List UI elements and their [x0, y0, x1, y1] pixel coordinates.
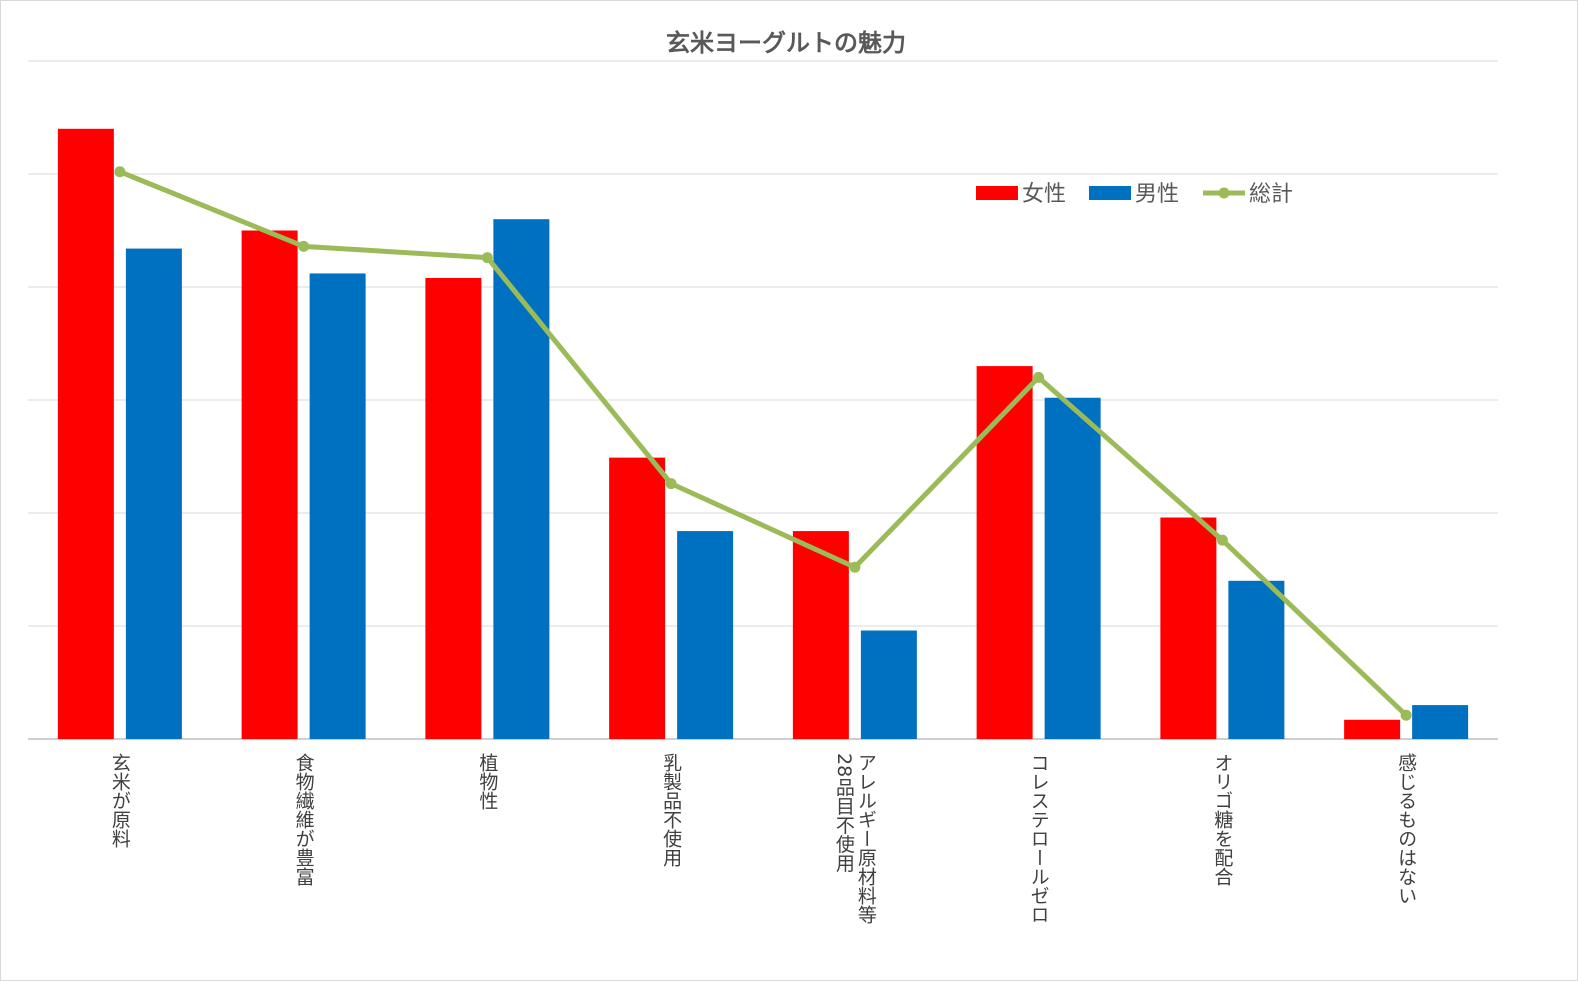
category-label-4-line-0: アレルギー原材料等	[855, 753, 877, 924]
bar-男性-2	[493, 219, 550, 739]
chart-title: 玄米ヨーグルトの魅力	[666, 29, 906, 57]
bar-女性-7	[1344, 719, 1401, 739]
legend-item-女性: 女性	[976, 182, 1066, 207]
category-label-2-line-0: 植物性	[476, 753, 498, 810]
category-label-3-line-0: 乳製品不使用	[660, 753, 682, 867]
point-総計-7	[1400, 709, 1412, 721]
category-label-2: 植物性	[476, 753, 498, 810]
point-総計-2	[481, 252, 493, 264]
legend: 女性 男性 総計	[976, 182, 1293, 207]
bar-女性-1	[241, 230, 298, 739]
bar-女性-4	[792, 531, 849, 739]
point-総計-5	[1033, 371, 1045, 383]
category-label-7-line-0: 感じるものはない	[1395, 753, 1417, 905]
legend-marker-総計	[1218, 187, 1230, 199]
point-総計-3	[665, 478, 677, 490]
category-label-3: 乳製品不使用	[660, 753, 682, 867]
legend-item-総計: 総計	[1203, 182, 1293, 207]
line-総計	[118, 169, 1408, 718]
bar-女性-2	[425, 277, 482, 739]
point-総計-6	[1216, 534, 1228, 546]
category-label-4-line-1: 28品目不使用	[833, 753, 855, 872]
bar-女性-6	[1160, 517, 1217, 739]
legend-label-総計: 総計	[1249, 182, 1293, 207]
point-総計-1	[298, 240, 310, 252]
bar-男性-3	[677, 531, 734, 739]
bar-女性-0	[57, 128, 114, 740]
bar-男性-1	[309, 273, 366, 739]
bar-女性-3	[609, 457, 666, 739]
bar-男性-5	[1044, 397, 1101, 739]
legend-label-男性: 男性	[1135, 182, 1179, 207]
category-label-7: 感じるものはない	[1395, 753, 1417, 905]
category-label-1-line-0: 食物繊維が豊富	[293, 753, 315, 886]
point-総計-0	[114, 166, 126, 178]
category-label-0: 玄米が原料	[109, 753, 131, 848]
bar-男性-4	[860, 630, 917, 739]
bar-series	[57, 128, 1469, 740]
point-総計-4	[849, 561, 861, 573]
legend-swatch-男性	[1089, 186, 1131, 200]
bar-女性-5	[976, 366, 1033, 739]
category-label-1: 食物繊維が豊富	[293, 753, 315, 886]
legend-item-男性: 男性	[1089, 182, 1179, 207]
category-label-5: コレステロールゼロ	[1028, 753, 1050, 924]
bar-男性-0	[125, 248, 182, 739]
category-label-5-line-0: コレステロールゼロ	[1028, 753, 1050, 924]
legend-swatch-女性	[976, 186, 1018, 200]
legend-label-女性: 女性	[1022, 182, 1066, 207]
bar-男性-7	[1412, 705, 1469, 739]
category-label-6: オリゴ糖を配合	[1211, 753, 1233, 886]
line-series	[114, 166, 1412, 721]
category-label-0-line-0: 玄米が原料	[109, 753, 131, 848]
bar-男性-6	[1228, 580, 1285, 739]
category-label-6-line-0: オリゴ糖を配合	[1211, 753, 1233, 886]
